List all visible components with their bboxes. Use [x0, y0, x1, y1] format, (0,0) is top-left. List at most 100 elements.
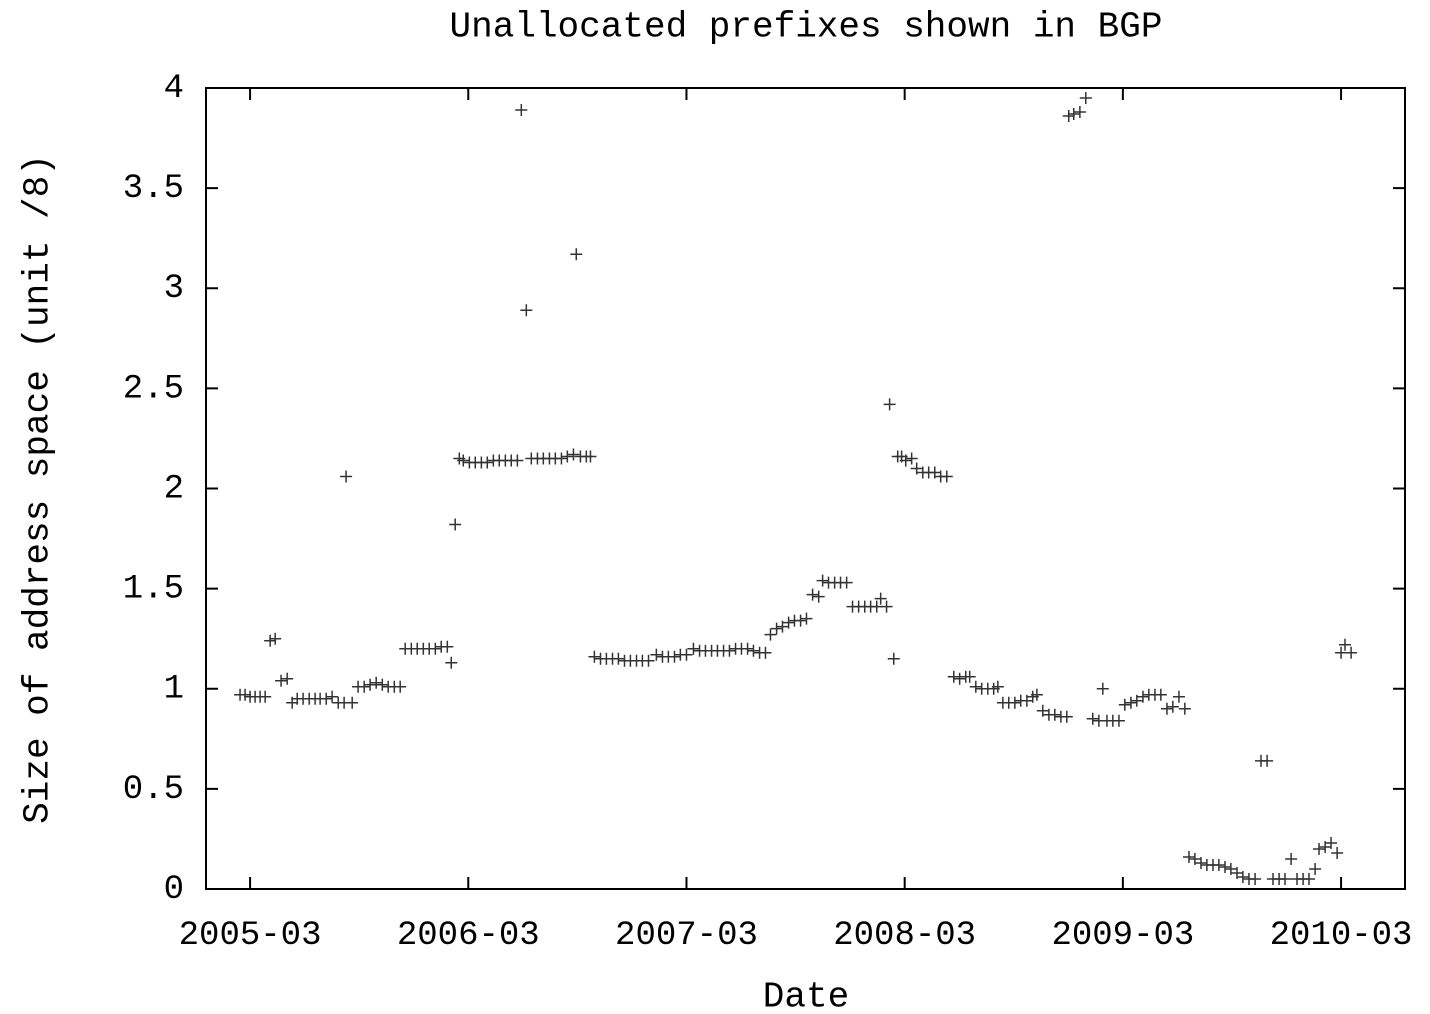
point: [1212, 858, 1225, 871]
point: [1188, 852, 1201, 865]
point: [1178, 702, 1191, 715]
point: [1302, 872, 1315, 885]
point: [1261, 754, 1274, 767]
point: [1030, 688, 1043, 701]
point: [429, 642, 442, 655]
plot-frame: [205, 87, 1406, 890]
point: [1309, 862, 1322, 875]
point: [1154, 688, 1167, 701]
point: [687, 642, 700, 655]
point: [741, 642, 754, 655]
point: [1218, 860, 1231, 873]
x-tick-label: 2010-03: [1270, 917, 1413, 955]
point: [1313, 842, 1326, 855]
point: [1285, 852, 1298, 865]
x-tick-label: 2009-03: [1051, 917, 1194, 955]
point: [910, 462, 923, 475]
point: [1136, 690, 1149, 703]
point: [281, 672, 294, 685]
point: [963, 670, 976, 683]
point: [1335, 646, 1348, 659]
point: [874, 592, 887, 605]
point: [1331, 846, 1344, 859]
point: [358, 680, 371, 693]
y-tick-label: 3.5: [123, 170, 184, 208]
point: [1067, 108, 1080, 121]
point: [770, 622, 783, 635]
point: [794, 614, 807, 627]
point: [747, 644, 760, 657]
y-tick-label: 4: [164, 70, 184, 108]
point: [1062, 110, 1075, 123]
point: [1048, 708, 1061, 721]
point: [887, 652, 900, 665]
point: [883, 398, 896, 411]
y-tick-label: 2: [164, 470, 184, 508]
point: [1249, 872, 1262, 885]
point: [1130, 694, 1143, 707]
point: [969, 680, 982, 693]
x-tick-label: 2005-03: [179, 917, 322, 955]
point: [584, 450, 597, 463]
point: [905, 452, 918, 465]
point: [1339, 638, 1351, 651]
x-tick-label: 2006-03: [397, 917, 540, 955]
point: [1124, 696, 1137, 709]
point: [346, 696, 359, 709]
point: [800, 612, 813, 625]
point: [680, 648, 693, 661]
point: [1278, 872, 1291, 885]
point: [1160, 702, 1173, 715]
point: [612, 652, 625, 665]
point: [457, 454, 470, 467]
point: [764, 628, 777, 641]
point: [259, 690, 272, 703]
point: [275, 674, 288, 687]
point: [511, 454, 524, 467]
y-tick-label: 2.5: [123, 370, 184, 408]
point: [370, 676, 383, 689]
point: [947, 670, 960, 683]
point: [1166, 700, 1179, 713]
point: [812, 590, 825, 603]
point: [320, 692, 333, 705]
point: [1224, 862, 1237, 875]
point: [561, 450, 574, 463]
point: [520, 304, 533, 317]
y-tick-label: 3: [164, 270, 184, 308]
point: [376, 678, 389, 691]
point: [880, 600, 893, 613]
point: [1325, 836, 1338, 849]
point: [723, 644, 736, 657]
point: [1172, 690, 1185, 703]
point: [816, 574, 829, 587]
point: [340, 470, 353, 483]
point: [570, 248, 583, 261]
chart-title: Unallocated prefixes shown in BGP: [450, 7, 1163, 48]
x-tick-label: 2008-03: [833, 917, 976, 955]
point: [1194, 856, 1207, 869]
point: [1079, 92, 1092, 105]
point: [1060, 710, 1073, 723]
x-tick-label: 2007-03: [615, 917, 758, 955]
point: [269, 632, 282, 645]
point: [668, 650, 681, 663]
point: [441, 640, 454, 653]
point: [449, 518, 462, 531]
point: [555, 452, 568, 465]
x-axis-label: Date: [763, 977, 849, 1014]
point: [1086, 712, 1099, 725]
point: [1118, 698, 1131, 711]
point: [326, 690, 339, 703]
point: [1008, 696, 1021, 709]
point: [445, 656, 458, 669]
point: [759, 646, 772, 659]
point: [1036, 704, 1049, 717]
y-axis-label: Size of address space (unit /8): [18, 154, 59, 824]
point: [650, 648, 663, 661]
y-tick-label: 0.5: [123, 771, 184, 809]
point: [394, 680, 407, 693]
point: [264, 634, 277, 647]
point: [1112, 714, 1125, 727]
